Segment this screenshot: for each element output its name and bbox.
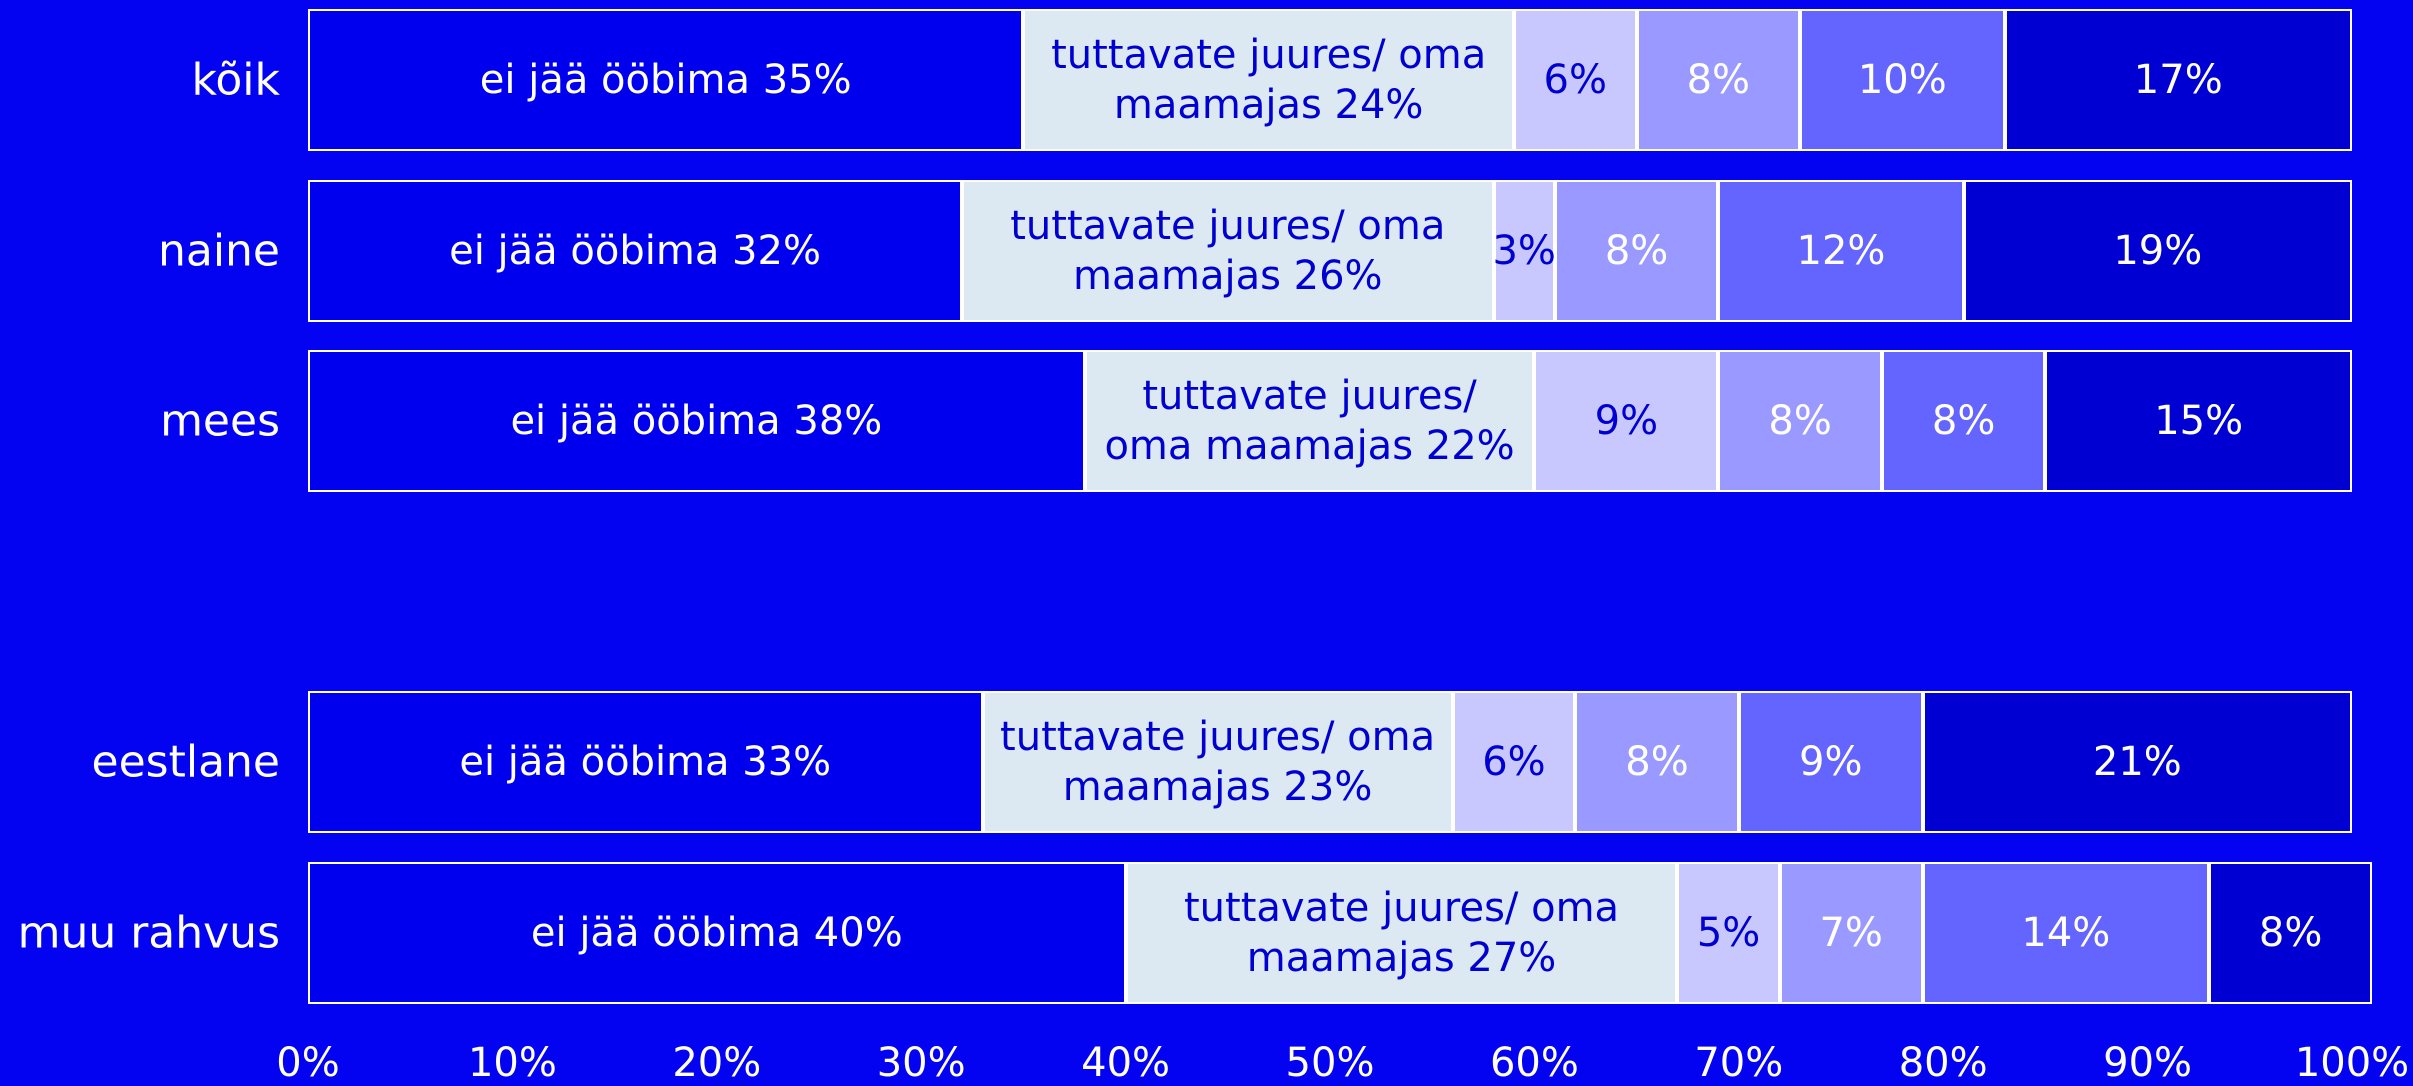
bar-segment: 3%: [1492, 179, 1556, 322]
data-label: tuttavate juures/ oma maamajas 24%: [1051, 32, 1487, 128]
data-label: tuttavate juures/ oma maamajas 27%: [1183, 885, 1620, 981]
bar-segment: tuttavate juures/ oma maamajas 26%: [962, 179, 1494, 322]
data-label: tuttavate juures/ oma maamajas 23%: [1000, 714, 1436, 811]
x-tick-label: 100%: [2294, 1040, 2410, 1086]
x-tick-label: 60%: [1489, 1040, 1579, 1086]
bar-segment: 9%: [1534, 350, 1719, 493]
data-label: 8%: [2258, 910, 2323, 956]
data-label: 19%: [2113, 227, 2203, 274]
bar-segment: 15%: [2045, 350, 2352, 493]
data-label: ei jää ööbima 40%: [530, 910, 903, 956]
data-label: tuttavate juures/ oma maamajas 26%: [1010, 202, 1446, 299]
data-label: 21%: [2092, 739, 2182, 786]
bar-segment: ei jää ööbima 35%: [308, 9, 1024, 151]
data-label: 9%: [1594, 398, 1659, 445]
x-tick-label: 80%: [1898, 1040, 1988, 1086]
bar-segment: 19%: [1963, 179, 2352, 322]
data-label: 12%: [1796, 227, 1886, 274]
data-label: 15%: [2154, 398, 2244, 445]
x-tick-label: 20%: [672, 1040, 762, 1086]
bar-segment: tuttavate juures/ oma maamajas 22%: [1084, 350, 1535, 493]
bar-segment: 8%: [1718, 350, 1882, 493]
x-tick-label: 40%: [1081, 1040, 1171, 1086]
bar-segment: 8%: [2208, 862, 2373, 1004]
data-label: tuttavate juures/ oma maamajas 22%: [1104, 373, 1515, 470]
bar-segment: 8%: [1636, 9, 1801, 151]
bar-segment: tuttavate juures/ oma maamajas 27%: [1125, 862, 1678, 1004]
category-label: kõik: [191, 54, 280, 106]
category-label: naine: [157, 225, 280, 277]
data-label: 8%: [1604, 227, 1669, 274]
data-label: ei jää ööbima 38%: [510, 398, 883, 445]
bar-segment: 14%: [1922, 862, 2209, 1004]
bar-segment: 9%: [1738, 691, 1923, 834]
bar-segment: ei jää ööbima 33%: [308, 691, 983, 834]
x-tick-label: 30%: [876, 1040, 966, 1086]
data-label: 6%: [1482, 739, 1546, 786]
x-tick-label: 90%: [2103, 1040, 2193, 1086]
data-label: ei jää ööbima 32%: [449, 227, 821, 274]
data-label: 9%: [1799, 739, 1863, 786]
bar-segment: ei jää ööbima 32%: [308, 179, 963, 322]
data-label: 8%: [1686, 57, 1751, 103]
bar-segment: 21%: [1922, 691, 2352, 834]
data-label: 6%: [1543, 57, 1607, 103]
data-label: ei jää ööbima 33%: [459, 739, 832, 786]
data-label: 8%: [1768, 398, 1832, 445]
data-label: 5%: [1696, 910, 1761, 956]
category-label: eestlane: [91, 736, 280, 788]
bar-segment: 17%: [2004, 9, 2352, 151]
bar-segment: 8%: [1554, 179, 1719, 322]
data-label: 8%: [1931, 398, 1996, 445]
category-label: muu rahvus: [17, 907, 280, 959]
bar-segment: tuttavate juures/ oma maamajas 23%: [982, 691, 1453, 834]
data-label: 14%: [2021, 910, 2111, 956]
bar-segment: tuttavate juures/ oma maamajas 24%: [1023, 9, 1514, 151]
x-tick-label: 70%: [1694, 1040, 1784, 1086]
bar-segment: 8%: [1881, 350, 2046, 493]
bar-segment: 6%: [1513, 9, 1637, 151]
data-label: ei jää ööbima 35%: [479, 57, 852, 103]
bar-segment: 5%: [1677, 862, 1780, 1004]
bar-segment: ei jää ööbima 38%: [308, 350, 1085, 493]
bar-segment: ei jää ööbima 40%: [308, 862, 1126, 1004]
data-label: 10%: [1857, 57, 1947, 103]
x-tick-label: 50%: [1285, 1040, 1375, 1086]
data-label: 3%: [1492, 227, 1556, 274]
data-label: 7%: [1819, 910, 1883, 956]
bar-segment: 12%: [1718, 179, 1964, 322]
bar-segment: 10%: [1800, 9, 2005, 151]
x-tick-label: 10%: [467, 1040, 557, 1086]
category-label: mees: [160, 395, 280, 447]
bar-segment: 8%: [1575, 691, 1739, 834]
x-tick-label: 0%: [276, 1040, 340, 1086]
bar-segment: 6%: [1452, 691, 1576, 834]
data-label: 17%: [2133, 57, 2223, 103]
data-label: 8%: [1625, 739, 1689, 786]
bar-segment: 7%: [1779, 862, 1923, 1004]
